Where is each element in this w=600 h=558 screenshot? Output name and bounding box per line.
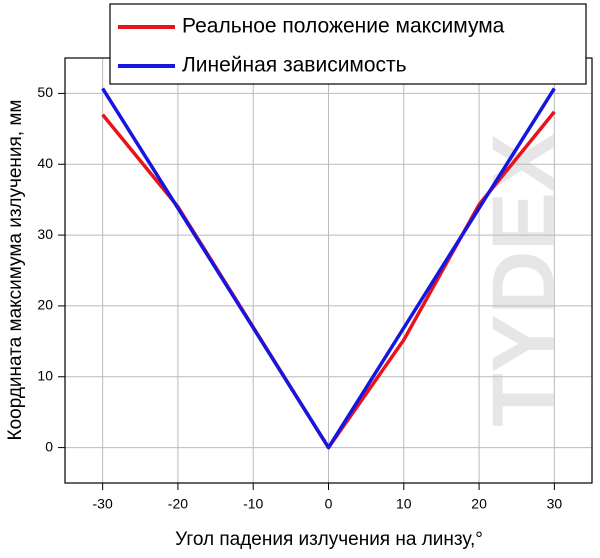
watermark: TYDEX	[473, 133, 572, 426]
legend-box	[109, 3, 587, 85]
y-tick-label: 20	[37, 297, 53, 313]
x-tick-label: -10	[243, 496, 263, 512]
series-line	[101, 87, 556, 450]
y-tick-label: 0	[45, 438, 53, 454]
x-tick-label: -20	[168, 496, 188, 512]
x-tick-label: 10	[396, 496, 412, 512]
y-tick-label: 40	[37, 155, 53, 171]
x-tick-label: 0	[325, 496, 333, 512]
legend-label: Линейная зависимость	[182, 54, 407, 77]
y-tick-label: 50	[37, 84, 53, 100]
x-tick-label: 20	[471, 496, 487, 512]
x-tick-label: 30	[547, 496, 563, 512]
y-tick-label: 30	[37, 226, 53, 242]
y-tick-label: 10	[37, 367, 53, 383]
x-tick-label: -30	[93, 496, 113, 512]
x-axis-label: Угол падения излучения на линзу,°	[175, 529, 483, 550]
legend-label: Реальное положение максимума	[182, 15, 505, 38]
y-axis-label: Координата максимума излучения, мм	[5, 100, 26, 441]
